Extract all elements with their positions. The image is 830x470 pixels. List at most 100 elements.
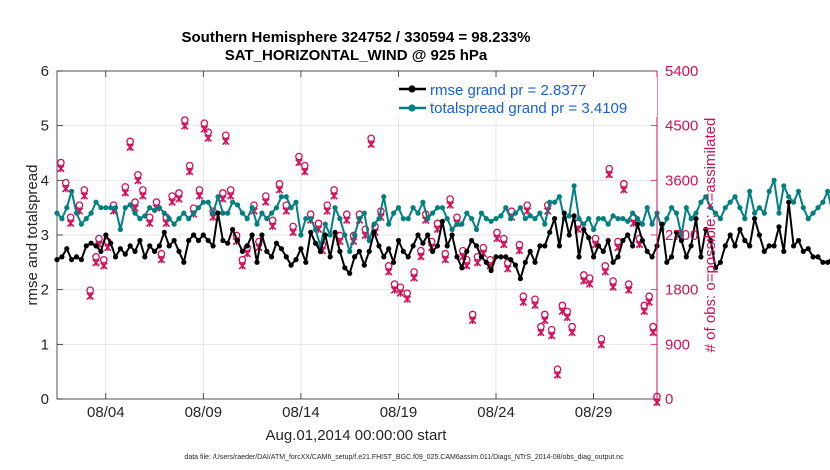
series-point-rmse [825,259,830,265]
obs-assimilated-marker [515,246,524,255]
series-point-rmse [776,224,782,230]
series-point-rmse [147,243,153,249]
series-point-totalspread [59,216,65,222]
series-point-rmse [59,254,65,260]
obs-assimilated-marker [282,207,291,215]
series-point-rmse [317,248,323,254]
series-point-rmse [581,226,587,233]
obs-assimilated-marker [541,316,549,325]
series-point-rmse [88,240,94,246]
series-point-totalspread [200,199,206,205]
series-point-rmse [200,232,206,238]
obs-assimilated-marker [531,301,539,310]
series-point-rmse [810,254,816,260]
series-point-totalspread [405,216,411,222]
obs-assimilated-marker [523,207,532,215]
series-point-totalspread [615,216,621,222]
series-point-rmse [386,246,392,252]
series-point-totalspread [342,232,348,238]
series-point-totalspread [581,221,587,227]
series-point-totalspread [825,188,830,194]
series-point-totalspread [610,213,616,219]
series-point-totalspread [522,216,528,222]
series-point-totalspread [732,194,738,200]
y-right-tick-label: 3600 [665,172,698,189]
series-point-totalspread [356,216,362,222]
obs-assimilated-marker [185,167,194,176]
series-point-rmse [191,232,197,238]
series-point-totalspread [69,188,75,194]
series-point-rmse [264,248,270,254]
series-point-totalspread [239,210,245,216]
series-point-rmse [234,237,241,244]
series-point-totalspread [186,216,192,222]
series-point-rmse [664,259,670,265]
series-point-totalspread [508,216,514,222]
legend-marker-rmse [408,85,416,93]
series-point-rmse [473,243,480,249]
series-point-totalspread [698,199,704,205]
series-point-totalspread [381,194,387,200]
series-point-rmse [161,229,167,235]
series-point-totalspread [712,210,719,216]
series-point-totalspread [459,221,465,227]
obs-assimilated-marker [195,192,204,200]
series-point-totalspread [566,213,572,219]
obs-assimilated-marker [473,259,482,267]
series-point-totalspread [54,210,60,216]
series-point-rmse [712,265,719,271]
series-point-rmse [371,229,377,235]
series-point-rmse [327,254,333,260]
obs-assimilated-marker [243,249,252,258]
series-point-totalspread [449,226,455,233]
series-point-totalspread [347,248,353,254]
series-point-rmse [747,243,753,249]
obs-assimilated-marker [92,259,100,267]
series-point-totalspread [391,210,397,216]
obs-assimilated-marker [645,298,653,307]
series-point-rmse [117,246,123,252]
series-point-totalspread [210,210,216,216]
series-point-rmse [508,257,514,263]
series-point-rmse [644,248,650,254]
series-point-rmse [132,248,138,254]
series-point-rmse [605,237,611,244]
obs-assimilated-marker [620,186,628,194]
series-point-rmse [156,243,162,249]
series-point-rmse [112,254,119,260]
series-point-totalspread [737,205,743,211]
series-point-rmse [293,257,299,263]
series-point-totalspread [503,205,509,211]
obs-assimilated-marker [553,371,562,379]
legend-marker-totalspread [408,104,416,112]
obs-assimilated-marker [500,240,508,249]
series-point-rmse [137,237,143,244]
obs-assimilated-marker [126,143,134,152]
series-point-rmse [356,248,362,254]
obs-assimilated-marker [157,255,166,264]
axis-ticks: 08/04 08/09 08/14 08/19 08/24 08/29 0 1 2 3 4 5 6 0 90… [41,63,699,421]
series-point-rmse [400,248,406,254]
series-point-rmse [122,251,128,257]
obs-assimilated-marker [493,234,501,243]
series-point-totalspread [278,194,284,200]
series-point-totalspread [298,232,304,238]
obs-assimilated-marker [204,134,212,143]
obs-assimilated-marker [66,219,75,228]
series-point-totalspread [122,205,128,211]
series-point-rmse [103,232,109,238]
series-point-totalspread [517,205,524,211]
series-point-totalspread [586,216,592,222]
series-point-rmse [556,243,563,249]
series-point-totalspread [747,188,753,194]
series-point-rmse [727,232,733,238]
series-point-totalspread [620,216,626,222]
series-point-rmse [547,229,553,235]
series-point-rmse [308,229,314,235]
obs-assimilated-marker [462,262,471,270]
series-point-rmse [142,254,148,260]
series-point-totalspread [137,216,143,222]
series-point-totalspread [249,205,255,211]
series-point-totalspread [430,210,436,216]
